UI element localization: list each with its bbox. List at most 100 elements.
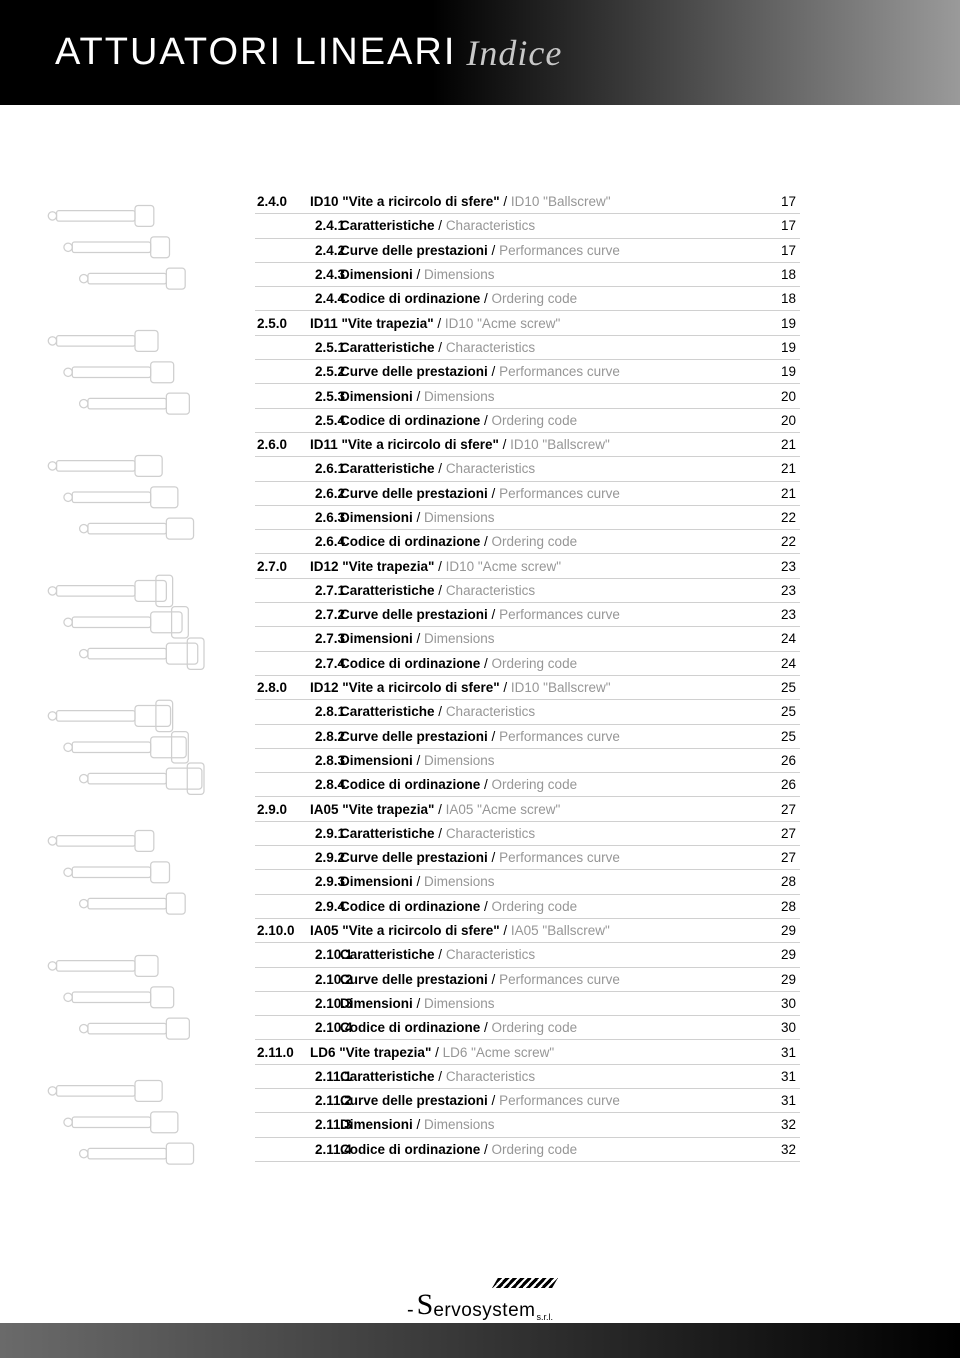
actuator-thumbnail [30,320,240,435]
toc-subsection-number: 2.11.4 [285,1142,340,1157]
actuator-thumbnail [30,195,240,310]
toc-row[interactable]: 2.4.3Dimensioni / Dimensions18 [255,263,800,287]
toc-page-number: 31 [758,1045,800,1060]
toc-label: ID12 "Vite a ricircolo di sfere" / ID10 … [310,680,758,695]
toc-row[interactable]: 2.5.4Codice di ordinazione / Ordering co… [255,409,800,433]
toc-row[interactable]: 2.6.1Caratteristiche / Characteristics21 [255,457,800,481]
toc-row[interactable]: 2.7.1Caratteristiche / Characteristics23 [255,579,800,603]
toc-page-number: 27 [758,802,800,817]
toc-page-number: 17 [758,243,800,258]
toc-subsection-number: 2.6.1 [285,461,340,476]
toc-row[interactable]: 2.11.1Caratteristiche / Characteristics3… [255,1065,800,1089]
logo-text: ervosystem [433,1300,535,1322]
toc-row[interactable]: 2.5.2Curve delle prestazioni / Performan… [255,360,800,384]
toc-row[interactable]: 2.4.0ID10 "Vite a ricircolo di sfere" / … [255,190,800,214]
toc-label: Dimensioni / Dimensions [340,510,758,525]
toc-label: Dimensioni / Dimensions [340,1117,758,1132]
toc-subsection-number: 2.6.3 [285,510,340,525]
toc-row[interactable]: 2.6.2Curve delle prestazioni / Performan… [255,482,800,506]
toc-page-number: 18 [758,267,800,282]
toc-label: Dimensioni / Dimensions [340,996,758,1011]
toc-row[interactable]: 2.8.1Caratteristiche / Characteristics25 [255,700,800,724]
toc-page-number: 29 [758,923,800,938]
toc-subsection-number: 2.9.4 [285,899,340,914]
toc-page-number: 23 [758,583,800,598]
toc-row[interactable]: 2.9.3Dimensioni / Dimensions28 [255,870,800,894]
toc-label: Dimensioni / Dimensions [340,874,758,889]
toc-row[interactable]: 2.9.4Codice di ordinazione / Ordering co… [255,895,800,919]
toc-row[interactable]: 2.10.1Caratteristiche / Characteristics2… [255,943,800,967]
toc-row[interactable]: 2.8.2Curve delle prestazioni / Performan… [255,725,800,749]
toc-row[interactable]: 2.11.0LD6 "Vite trapezia" / LD6 "Acme sc… [255,1040,800,1064]
toc-section-number: 2.11.0 [255,1045,310,1060]
toc-row[interactable]: 2.5.3Dimensioni / Dimensions20 [255,384,800,408]
toc-label: Caratteristiche / Characteristics [340,826,758,841]
toc-row[interactable]: 2.10.4Codice di ordinazione / Ordering c… [255,1016,800,1040]
toc-subsection-number: 2.6.2 [285,486,340,501]
toc-row[interactable]: 2.4.4Codice di ordinazione / Ordering co… [255,287,800,311]
toc-row[interactable]: 2.5.1Caratteristiche / Characteristics19 [255,336,800,360]
toc-label: ID11 "Vite a ricircolo di sfere" / ID10 … [310,437,758,452]
toc-row[interactable]: 2.11.4Codice di ordinazione / Ordering c… [255,1138,800,1162]
toc-section-number: 2.10.0 [255,923,310,938]
toc-label: ID10 "Vite a ricircolo di sfere" / ID10 … [310,194,758,209]
toc-subsection-number: 2.9.3 [285,874,340,889]
toc-page-number: 20 [758,389,800,404]
toc-row[interactable]: 2.10.2Curve delle prestazioni / Performa… [255,968,800,992]
toc-subsection-number: 2.9.1 [285,826,340,841]
toc-row[interactable]: 2.7.2Curve delle prestazioni / Performan… [255,603,800,627]
toc-label: Caratteristiche / Characteristics [340,218,758,233]
toc-subsection-number: 2.9.2 [285,850,340,865]
toc-subsection-number: 2.10.1 [285,947,340,962]
toc-row[interactable]: 2.8.3Dimensioni / Dimensions26 [255,749,800,773]
actuator-thumbnail [30,445,240,560]
toc-subsection-number: 2.4.3 [285,267,340,282]
toc-subsection-number: 2.11.2 [285,1093,340,1108]
toc-section-number: 2.8.0 [255,680,310,695]
toc-page-number: 26 [758,753,800,768]
toc-row[interactable]: 2.9.1Caratteristiche / Characteristics27 [255,822,800,846]
toc-page-number: 28 [758,874,800,889]
toc-row[interactable]: 2.8.0ID12 "Vite a ricircolo di sfere" / … [255,676,800,700]
toc-row[interactable]: 2.8.4Codice di ordinazione / Ordering co… [255,773,800,797]
toc-subsection-number: 2.5.1 [285,340,340,355]
toc-page-number: 25 [758,680,800,695]
toc-label: Curve delle prestazioni / Performances c… [340,486,758,501]
toc-label: Curve delle prestazioni / Performances c… [340,1093,758,1108]
toc-page-number: 17 [758,218,800,233]
toc-row[interactable]: 2.4.2Curve delle prestazioni / Performan… [255,239,800,263]
toc-page-number: 19 [758,316,800,331]
toc-label: Curve delle prestazioni / Performances c… [340,243,758,258]
actuator-thumbnail [30,695,240,810]
toc-row[interactable]: 2.7.3Dimensioni / Dimensions24 [255,627,800,651]
toc-page-number: 32 [758,1142,800,1157]
toc-label: Codice di ordinazione / Ordering code [340,413,758,428]
toc-page-number: 21 [758,486,800,501]
toc-row[interactable]: 2.9.2Curve delle prestazioni / Performan… [255,846,800,870]
toc-page-number: 22 [758,510,800,525]
toc-row[interactable]: 2.6.4Codice di ordinazione / Ordering co… [255,530,800,554]
toc-page-number: 18 [758,291,800,306]
toc-page-number: 27 [758,826,800,841]
footer-band [0,1323,960,1358]
toc-row[interactable]: 2.7.0ID12 "Vite trapezia" / ID10 "Acme s… [255,554,800,578]
toc-row[interactable]: 2.4.1Caratteristiche / Characteristics17 [255,214,800,238]
footer-logo: - S ervosystem s.r.l. [0,1288,960,1326]
toc-row[interactable]: 2.10.3Dimensioni / Dimensions30 [255,992,800,1016]
toc-row[interactable]: 2.11.3Dimensioni / Dimensions32 [255,1113,800,1137]
toc-row[interactable]: 2.7.4Codice di ordinazione / Ordering co… [255,652,800,676]
toc-page-number: 23 [758,559,800,574]
toc-column: 2.4.0ID10 "Vite a ricircolo di sfere" / … [255,190,800,1195]
toc-page-number: 32 [758,1117,800,1132]
toc-row[interactable]: 2.6.3Dimensioni / Dimensions22 [255,506,800,530]
toc-row[interactable]: 2.5.0ID11 "Vite trapezia" / ID10 "Acme s… [255,311,800,335]
toc-label: Dimensioni / Dimensions [340,631,758,646]
toc-label: ID12 "Vite trapezia" / ID10 "Acme screw" [310,559,758,574]
toc-row[interactable]: 2.10.0IA05 "Vite a ricircolo di sfere" /… [255,919,800,943]
toc-subsection-number: 2.7.3 [285,631,340,646]
toc-label: Caratteristiche / Characteristics [340,1069,758,1084]
toc-row[interactable]: 2.6.0ID11 "Vite a ricircolo di sfere" / … [255,433,800,457]
toc-row[interactable]: 2.11.2Curve delle prestazioni / Performa… [255,1089,800,1113]
toc-row[interactable]: 2.9.0IA05 "Vite trapezia" / IA05 "Acme s… [255,797,800,821]
toc-page-number: 25 [758,704,800,719]
